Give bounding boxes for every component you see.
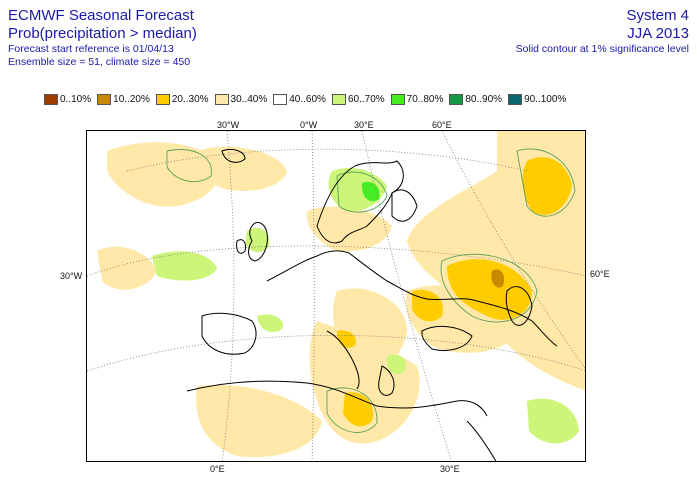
- shade-atlantic-green: [152, 251, 217, 281]
- prob-60-70-areas: [152, 167, 579, 444]
- legend-item: 90..100%: [508, 94, 566, 105]
- chart-title: ECMWF Seasonal Forecast: [8, 7, 194, 24]
- shade-ural: [522, 157, 572, 215]
- shade-uk: [245, 227, 270, 253]
- significance-contours: [166, 148, 576, 433]
- legend-item: 80..90%: [449, 94, 502, 105]
- shade-north-atlantic: [107, 142, 220, 207]
- shade-turkey-green: [386, 354, 406, 375]
- legend-label: 90..100%: [524, 94, 567, 105]
- coast-italy: [326, 330, 360, 390]
- coast-greece: [378, 365, 395, 396]
- ensemble-size: Ensemble size = 51, climate size = 450: [8, 56, 191, 68]
- meridian: [311, 131, 315, 461]
- coast-ireland: [236, 239, 246, 254]
- legend-label: 30..40%: [230, 94, 268, 105]
- legend-swatch: [44, 94, 58, 105]
- system-label: System 4: [626, 7, 689, 24]
- legend-item: 30..40%: [214, 94, 268, 105]
- axis-label-bottom: 30°E: [440, 464, 460, 474]
- legend-swatch: [508, 94, 523, 105]
- period-label: JJA 2013: [627, 25, 689, 42]
- legend-label: 60..70%: [347, 94, 385, 105]
- legend-label: 20..30%: [171, 94, 209, 105]
- legend-label: 80..90%: [465, 94, 503, 105]
- legend-label: 40..60%: [289, 94, 326, 105]
- legend-label: 10..20%: [113, 94, 150, 105]
- legend-item: 0..10%: [44, 94, 91, 105]
- axis-label-top: 60°E: [432, 120, 452, 130]
- legend-swatch: [390, 94, 405, 105]
- header-left: ECMWF Seasonal Forecast Prob(precipitati…: [8, 7, 197, 69]
- legend-item: 20..30%: [155, 94, 209, 105]
- shade-middle-east-green: [527, 398, 579, 444]
- legend-label: 70..80%: [406, 94, 444, 105]
- legend-item: 40..60%: [273, 94, 326, 105]
- prob-20-30-areas: [337, 157, 572, 427]
- shade-iberia-green: [257, 314, 283, 333]
- coast-iberia: [201, 312, 257, 355]
- legend-item: 60..70%: [331, 94, 385, 105]
- coast-finland: [391, 189, 418, 222]
- parallel: [126, 148, 528, 172]
- legend: 0..10% 10..20% 20..30% 30..40% 40..60% 6…: [44, 94, 572, 105]
- header-right: System 4 JJA 2013 Solid contour at 1% si…: [516, 7, 689, 56]
- legend-swatch: [97, 94, 112, 105]
- meridian: [221, 131, 235, 461]
- coast-caspian: [505, 286, 533, 326]
- legend-swatch: [331, 94, 346, 105]
- axis-label-top: 0°W: [300, 120, 318, 130]
- axis-label-left: 30°W: [60, 271, 83, 281]
- shade-north-africa: [196, 385, 322, 458]
- legend-label: 0..10%: [60, 94, 92, 105]
- shade-mediterranean: [309, 321, 420, 444]
- shade-scandinavia-south: [306, 206, 392, 252]
- forecast-map: [86, 130, 586, 462]
- map-canvas: [87, 131, 585, 461]
- coast-uk: [248, 222, 268, 262]
- legend-swatch: [273, 94, 288, 105]
- shade-black-sea: [412, 289, 443, 322]
- shade-caspian: [447, 259, 532, 320]
- axis-label-right: 60°E: [590, 269, 610, 279]
- coast-north-africa: [186, 380, 488, 417]
- shade-greece: [343, 392, 373, 427]
- coastlines: [186, 148, 558, 461]
- shade-iceland: [196, 146, 287, 191]
- coast-iceland: [221, 148, 246, 163]
- axis-label-top: 30°E: [354, 120, 374, 130]
- legend-swatch: [214, 94, 229, 105]
- legend-swatch: [449, 94, 464, 105]
- coast-red-sea: [466, 420, 497, 461]
- coast-black-sea: [421, 325, 473, 351]
- legend-swatch: [155, 94, 170, 105]
- chart-subtitle: Prob(precipitation > median): [8, 25, 197, 42]
- legend-item: 10..20%: [97, 94, 150, 105]
- axis-label-bottom: 0°E: [210, 464, 225, 474]
- shade-west-atlantic: [97, 246, 157, 290]
- start-reference: Forecast start reference is 01/04/13: [8, 43, 174, 55]
- parallel: [87, 245, 585, 277]
- legend-item: 70..80%: [390, 94, 444, 105]
- contour-note: Solid contour at 1% significance level: [515, 43, 689, 55]
- axis-label-top: 30°W: [217, 120, 240, 130]
- graticule: [87, 131, 585, 461]
- shade-10-20: [491, 269, 505, 288]
